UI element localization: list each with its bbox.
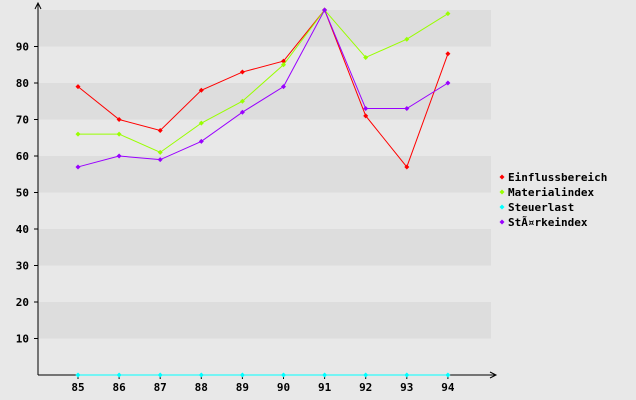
data-point [445,80,451,86]
x-tick-label: 89 [236,381,249,394]
data-point [404,164,410,170]
grid-band [38,10,491,47]
data-point [75,84,81,90]
legend-marker [499,189,505,195]
data-point [157,372,163,378]
y-axis-arrow [34,1,42,10]
data-point [198,138,204,144]
legend: Einflussbereich Materialindex Steuerlast St… [499,171,607,229]
data-point [281,372,286,378]
x-tick-label: 93 [400,381,413,394]
data-point [322,372,328,378]
legend-marker [499,204,505,210]
grid-band [38,192,491,229]
x-tick-label: 90 [277,381,290,394]
data-point [198,120,204,126]
y-tick-label: 40 [16,223,29,236]
y-tick-label: 10 [16,333,29,346]
data-point [75,164,81,170]
data-point [322,7,328,13]
data-point [404,372,410,378]
grid-band [38,338,491,375]
data-point [404,36,410,42]
series-lines [75,7,451,378]
y-tick-label: 70 [16,114,29,127]
series-line [77,9,449,168]
y-tick-label: 50 [16,187,29,200]
y-tick-label: 90 [16,41,29,54]
y-tick-label: 60 [16,150,29,163]
legend-label: StÃ¤rkeindex [508,216,588,229]
grid-band [38,46,491,83]
data-point [239,109,245,115]
data-point [239,69,245,75]
x-tick-labels: 85 86 87 88 89 90 91 92 93 94 [71,381,455,394]
data-point [445,11,451,17]
legend-label: Einflussbereich [508,171,607,184]
data-point [363,113,369,119]
data-point [404,106,410,112]
data-point [116,131,122,137]
data-point [198,372,204,378]
data-point [281,84,286,90]
series-line [78,9,449,153]
data-point [157,157,163,163]
x-tick-label: 94 [441,381,455,394]
data-point [363,372,369,378]
grid-band [38,229,491,266]
data-point [445,372,451,378]
data-point [157,149,163,155]
grid-band [38,265,491,302]
data-point [281,62,286,68]
data-point [116,117,122,122]
x-tick-label: 85 [71,381,84,394]
data-point [198,87,204,93]
x-tick-label: 86 [112,381,126,394]
legend-marker [499,174,505,180]
grid-band [38,83,491,120]
x-tick-label: 87 [154,381,167,394]
data-point [363,106,369,112]
legend-label: Steuerlast [508,201,574,214]
y-tick-label: 20 [16,296,29,309]
grid-band [38,302,491,339]
grid-bands [38,10,491,375]
x-tick-label: 92 [359,381,372,394]
data-point [157,127,163,133]
y-tick-labels: 10 20 30 40 50 60 70 80 90 [16,41,29,346]
legend-marker [499,219,505,225]
data-point [116,153,122,159]
data-point [239,98,245,104]
x-tick-label: 88 [195,381,208,394]
grid-band [38,119,491,156]
series-line [77,8,449,168]
data-point [445,51,451,57]
data-point [239,372,245,378]
x-tick-label: 91 [318,381,332,394]
y-tick-label: 30 [16,260,29,273]
grid-band [38,156,491,193]
legend-label: Materialindex [508,186,594,199]
data-point [363,54,369,60]
data-point [116,372,122,378]
data-point [75,131,81,137]
y-tick-label: 80 [16,77,29,90]
data-point [75,372,81,378]
x-axis-arrow [489,371,498,379]
